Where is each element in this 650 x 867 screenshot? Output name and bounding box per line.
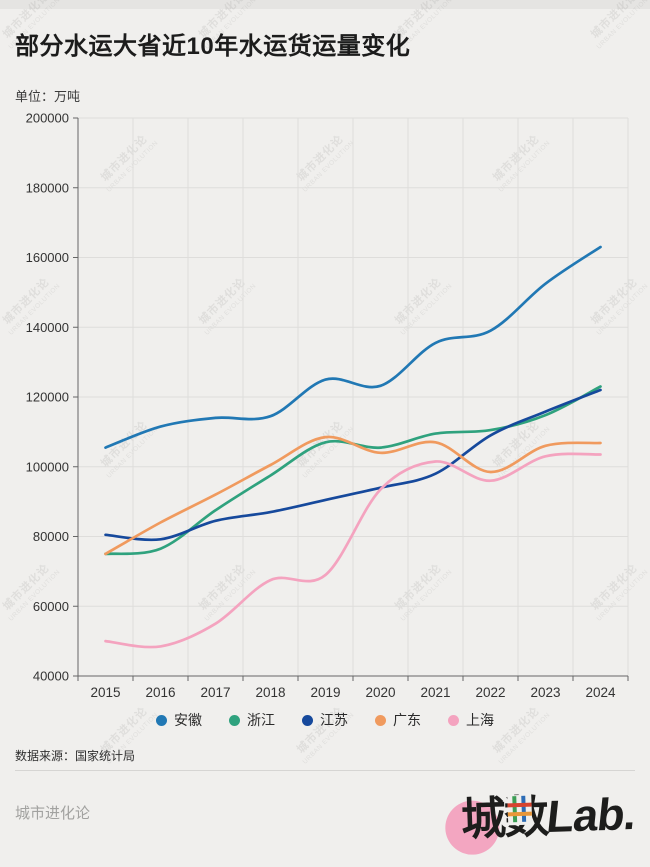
y-tick-label: 60000: [33, 599, 69, 614]
legend-item-0: 安徽: [156, 710, 202, 730]
x-tick-label: 2019: [310, 685, 340, 700]
y-tick-label: 160000: [26, 250, 69, 265]
y-tick-label: 180000: [26, 180, 69, 195]
legend-dot-icon: [375, 714, 386, 726]
legend-item-4: 上海: [448, 710, 494, 730]
unit-label: 单位：万吨: [15, 89, 81, 104]
x-tick-label: 2018: [255, 685, 285, 700]
legend-label: 安徽: [174, 712, 202, 728]
legend-label: 上海: [466, 712, 494, 728]
logo-text: 城数Lab.: [460, 787, 639, 846]
chart-legend: 安徽 浙江 江苏 广东 上海: [0, 708, 650, 732]
footer-brand-text: 城市进化论: [15, 805, 91, 822]
legend-dot-icon: [156, 714, 167, 726]
x-tick-label: 2021: [420, 685, 450, 700]
legend-label: 江苏: [320, 712, 348, 728]
x-tick-label: 2020: [365, 685, 395, 700]
legend-item-1: 浙江: [229, 710, 275, 730]
page-title: 部分水运大省近10年水运货运量变化: [15, 33, 411, 60]
x-tick-label: 2024: [585, 685, 616, 700]
chengshu-lab-logo: 城数Lab.: [444, 779, 639, 856]
x-tick-label: 2016: [145, 685, 175, 700]
series-line-2: [104, 388, 602, 542]
legend-item-2: 江苏: [302, 710, 348, 730]
legend-dot-icon: [302, 714, 313, 726]
y-tick-label: 80000: [33, 529, 69, 544]
y-tick-label: 100000: [26, 459, 69, 474]
series-line-0: [104, 245, 602, 449]
logo-colored-hash-icon: [507, 794, 533, 826]
x-tick-label: 2022: [475, 685, 505, 700]
legend-dot-icon: [448, 714, 459, 726]
x-tick-label: 2015: [90, 685, 120, 700]
series-line-3: [104, 435, 602, 556]
y-tick-label: 40000: [33, 669, 69, 684]
legend-label: 浙江: [247, 712, 275, 728]
top-edge-strip: [0, 0, 650, 9]
legend-dot-icon: [229, 714, 240, 726]
legend-item-3: 广东: [375, 710, 421, 730]
data-source-note: 数据来源：国家统计局: [15, 749, 136, 763]
x-tick-label: 2017: [200, 685, 230, 700]
legend-label: 广东: [393, 712, 421, 728]
x-tick-label: 2023: [530, 685, 560, 700]
y-tick-label: 140000: [26, 320, 69, 335]
line-chart: 40000 60000 80000 100000 120000 140000 160000 1…: [26, 111, 629, 700]
series-line-4: [104, 452, 602, 649]
footer-divider: [15, 770, 635, 771]
y-tick-label: 120000: [26, 390, 69, 405]
y-tick-label: 200000: [26, 111, 69, 126]
